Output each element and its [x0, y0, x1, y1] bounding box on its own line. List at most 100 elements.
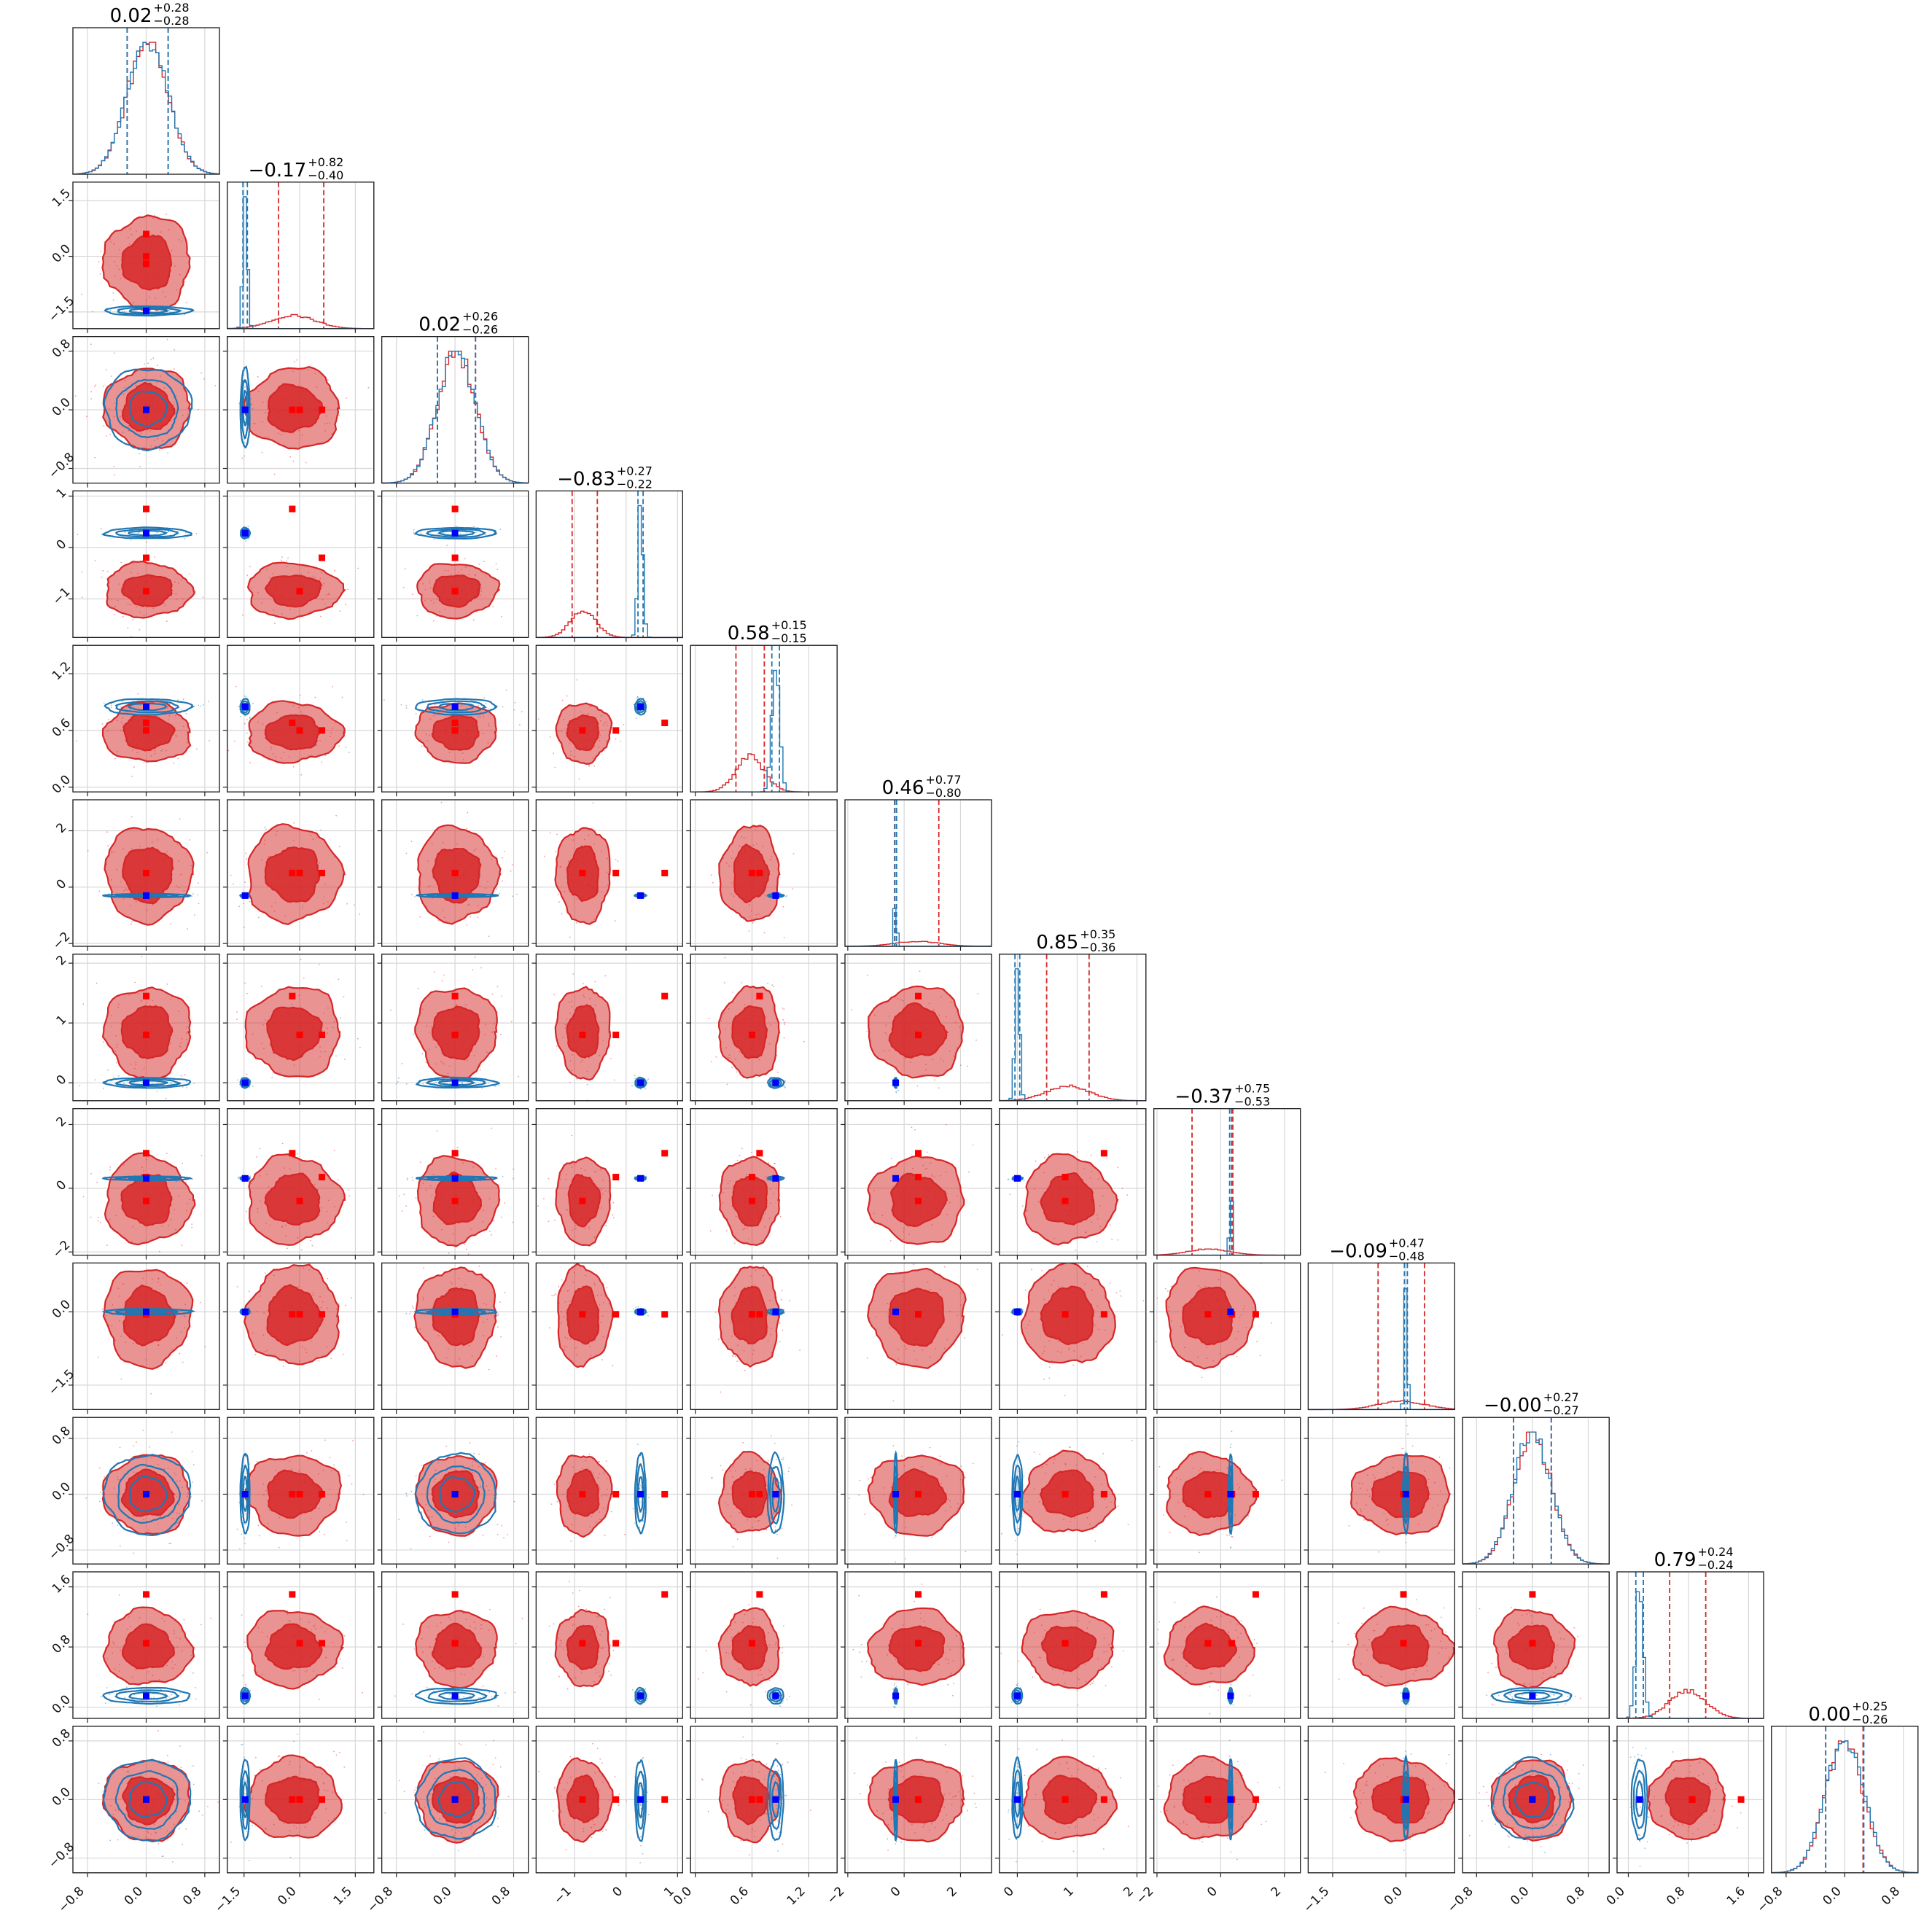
panel-border: [690, 799, 838, 947]
sample-point: [561, 1279, 563, 1281]
sample-point: [419, 1161, 421, 1163]
sample-point: [310, 1239, 311, 1242]
sample-point: [1228, 1305, 1231, 1307]
truth-marker-0: [1062, 1174, 1069, 1181]
sample-point: [233, 883, 234, 885]
sample-point: [710, 874, 712, 876]
panel-content: [1002, 1263, 1145, 1397]
y-tick-label: 1: [54, 1013, 70, 1029]
contour-mid-series-1: [241, 700, 250, 714]
sample-point: [943, 1266, 946, 1268]
sample-point: [340, 1017, 341, 1018]
truth-marker-1: [143, 892, 149, 899]
sample-point: [1072, 1364, 1074, 1366]
sample-point: [646, 1312, 648, 1314]
contour-outer-series-1: [766, 1308, 784, 1316]
sample-point: [198, 704, 199, 706]
sample-point: [81, 571, 83, 573]
param-title: −0.17: [249, 160, 307, 182]
panel-7-3: [531, 1107, 684, 1260]
sample-point: [476, 611, 478, 613]
sample-point: [81, 293, 82, 295]
sample-point: [108, 719, 110, 720]
sample-point: [636, 696, 639, 698]
sample-point: [94, 560, 96, 561]
param-title: 0.46: [882, 777, 924, 799]
sample-point: [209, 740, 210, 741]
sample-point: [341, 696, 343, 698]
sample-point: [221, 841, 222, 843]
sample-point: [497, 1314, 499, 1317]
contour-mid-series-1: [114, 1309, 179, 1315]
sample-point: [405, 705, 408, 706]
panel-content: [709, 1148, 785, 1247]
sample-point: [143, 761, 145, 763]
sample-point: [784, 1087, 787, 1088]
sample-point: [122, 432, 124, 433]
sample-point: [122, 708, 124, 710]
sample-point: [752, 922, 754, 924]
sample-point: [367, 386, 370, 389]
panel-content: [543, 802, 669, 938]
sample-point: [782, 1007, 784, 1009]
panel-content: [548, 1263, 669, 1368]
contour-mid-series-1: [426, 1078, 487, 1088]
sample-point: [635, 1306, 636, 1308]
sample-point: [447, 1072, 449, 1075]
truth-marker-1: [637, 1079, 644, 1086]
sample-point: [249, 762, 251, 764]
sample-point: [120, 1378, 122, 1380]
sample-point: [779, 1341, 781, 1343]
sample-point: [146, 762, 148, 764]
sample-point: [494, 1086, 496, 1087]
panel-content: [405, 801, 518, 938]
sample-point: [151, 405, 153, 408]
sample-point: [106, 1244, 108, 1247]
truth-marker-0: [143, 1197, 149, 1204]
sample-point: [785, 896, 787, 897]
sample-point: [79, 1085, 80, 1086]
sample-point: [423, 1267, 425, 1269]
sample-point: [1201, 1376, 1203, 1379]
truth-marker-1: [241, 1308, 249, 1315]
sample-point: [183, 1314, 185, 1317]
truth-marker-0: [143, 253, 149, 260]
sample-point: [510, 1021, 513, 1023]
sample-point: [114, 757, 117, 760]
panel-0-0: 0.02 +0.28−0.28: [72, 1, 220, 179]
sample-point: [497, 1326, 499, 1328]
sample-point: [502, 706, 504, 708]
sample-point: [260, 986, 262, 987]
sample-point: [946, 1123, 947, 1126]
sample-point: [964, 1337, 965, 1339]
sample-point: [1008, 1179, 1009, 1180]
sample-point: [764, 1309, 766, 1310]
sample-point: [175, 395, 177, 397]
sample-point: [411, 894, 413, 895]
panel-border: [227, 1262, 375, 1411]
sample-point: [343, 1353, 344, 1355]
sample-point: [186, 1282, 188, 1284]
truth-marker-0: [612, 727, 620, 734]
truth-marker-0: [451, 554, 459, 561]
truth-marker-1: [241, 1079, 249, 1086]
sample-point: [558, 901, 560, 903]
truth-marker-1: [143, 406, 149, 413]
sample-point: [783, 1008, 785, 1010]
panel-border: [227, 1107, 375, 1256]
panel-content: [851, 970, 979, 1094]
panel-border: [844, 954, 992, 1102]
truth-marker-1: [451, 1079, 459, 1086]
sample-point: [103, 386, 104, 388]
sample-point: [199, 1301, 201, 1304]
sample-point: [257, 916, 260, 919]
sample-point: [466, 827, 467, 830]
param-title-minus: −0.80: [926, 786, 962, 800]
sample-point: [90, 343, 92, 346]
panel-content: [87, 816, 209, 930]
sample-point: [257, 375, 259, 378]
sample-point: [110, 704, 112, 706]
sample-point: [425, 1062, 427, 1064]
sample-point: [491, 1234, 493, 1236]
sample-point: [495, 563, 497, 564]
